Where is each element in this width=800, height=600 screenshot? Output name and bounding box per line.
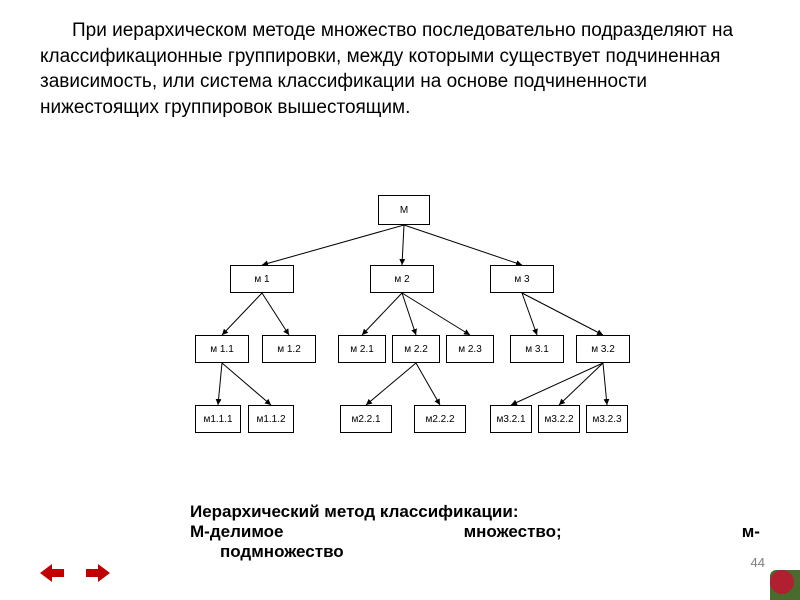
tree-node-m12: м 1.2 <box>262 335 316 363</box>
tree-node-m21: м 2.1 <box>338 335 386 363</box>
tree-node-m23: м 2.3 <box>446 335 494 363</box>
tree-node-m321: м3.2.1 <box>490 405 532 433</box>
tree-node-m221: м2.2.1 <box>340 405 392 433</box>
tree-node-m322: м3.2.2 <box>538 405 580 433</box>
tree-node-m32: м 3.2 <box>576 335 630 363</box>
intro-paragraph: При иерархическом методе множество после… <box>40 18 760 121</box>
nav-arrows <box>40 564 110 582</box>
tree-node-m31: м 3.1 <box>510 335 564 363</box>
caption-line-3: подмножество <box>190 542 760 562</box>
tree-node-m2: м 2 <box>370 265 434 293</box>
tree-node-m1: м 1 <box>230 265 294 293</box>
tree-node-m3: м 3 <box>490 265 554 293</box>
tree-node-m323: м3.2.3 <box>586 405 628 433</box>
caption-line-1: Иерархический метод классификации: <box>190 502 760 522</box>
tree-node-m112: м1.1.2 <box>248 405 294 433</box>
tree-node-m22: м 2.2 <box>392 335 440 363</box>
tree-node-M: М <box>378 195 430 225</box>
next-arrow-icon[interactable] <box>86 564 110 582</box>
diagram-caption: Иерархический метод классификации: М-дел… <box>190 502 760 562</box>
flower-decoration <box>770 570 800 600</box>
page-number: 44 <box>751 555 765 570</box>
tree-node-m222: м2.2.2 <box>414 405 466 433</box>
caption-line-2: М-делимое множество; м- <box>190 522 760 542</box>
prev-arrow-icon[interactable] <box>40 564 64 582</box>
tree-node-m11: м 1.1 <box>195 335 249 363</box>
intro-text: При иерархическом методе множество после… <box>40 20 733 118</box>
tree-node-m111: м1.1.1 <box>195 405 241 433</box>
